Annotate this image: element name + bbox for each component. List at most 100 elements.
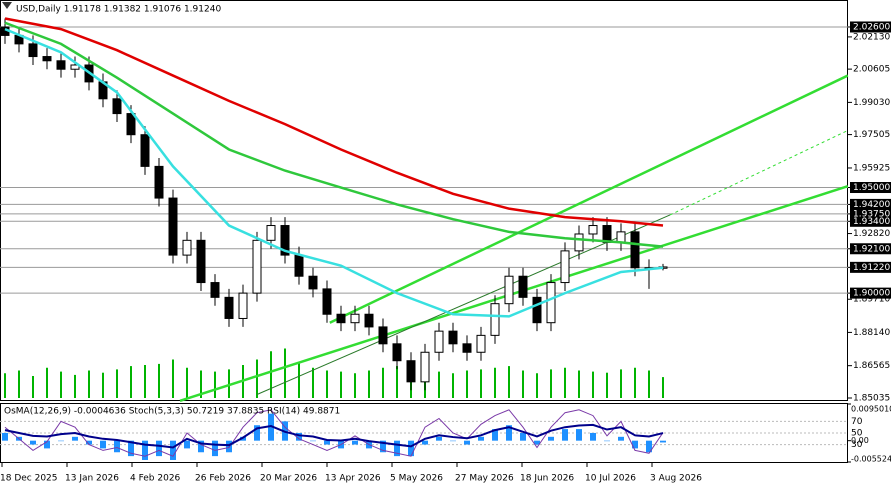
candle-body xyxy=(518,275,528,298)
osma-bar xyxy=(2,432,8,441)
osma-bar xyxy=(408,440,414,457)
y-tick-label: 2.00605 xyxy=(853,65,890,75)
volume-bar xyxy=(494,367,496,398)
osma-bar xyxy=(632,440,638,449)
y-tick-label: 1.93750 xyxy=(853,209,890,219)
candle-body xyxy=(196,239,206,284)
osma-bar xyxy=(86,440,92,445)
volume-bar xyxy=(648,370,650,398)
volume-bar xyxy=(186,367,188,398)
osma-bar xyxy=(604,440,610,442)
osma-bar xyxy=(44,440,50,449)
volume-bar xyxy=(4,373,6,398)
candle-body xyxy=(602,225,612,243)
osc-tick-label: 50 xyxy=(851,429,863,439)
candle-body xyxy=(630,231,640,269)
candle-body xyxy=(126,113,136,136)
volume-bar xyxy=(116,369,118,398)
y-tick-label: 1.97505 xyxy=(853,130,890,140)
volume-bar xyxy=(158,363,160,398)
candle-body xyxy=(252,239,262,294)
candle-body xyxy=(28,43,38,58)
y-tick-label: 1.86565 xyxy=(853,361,890,371)
osma-bar xyxy=(352,440,358,445)
price-panel xyxy=(0,0,848,401)
osc-tick-label: 70 xyxy=(851,417,863,427)
volume-bar xyxy=(354,373,356,398)
y-tick-highlight xyxy=(850,208,891,220)
candle-body xyxy=(154,165,164,199)
trend-line xyxy=(256,214,671,395)
volume-bar xyxy=(298,362,300,398)
y-tick-label: 1.95925 xyxy=(853,163,890,173)
rsi-line xyxy=(4,423,664,449)
volume-bar xyxy=(550,369,552,398)
candle-body xyxy=(364,313,374,328)
osma-bar xyxy=(464,440,470,445)
y-tick-label: 1.99030 xyxy=(853,98,890,108)
x-tick-label: 3 Aug 2026 xyxy=(650,474,702,484)
candle-body xyxy=(42,56,52,62)
stoch-line xyxy=(4,409,664,457)
oscillator-label: OsMA(12,26,9) -0.0004636 Stoch(5,3,3) 50… xyxy=(4,407,340,417)
candle-body xyxy=(238,292,248,319)
osma-bar xyxy=(520,432,526,441)
volume-bar xyxy=(312,367,314,398)
osma-bar xyxy=(422,440,428,445)
candle-body xyxy=(420,351,430,383)
y-tick-label: 1.89710 xyxy=(853,295,890,305)
x-tick-label: 20 Mar 2026 xyxy=(260,474,317,484)
volume-bar xyxy=(368,370,370,398)
volume-bar xyxy=(536,373,538,398)
candle-body xyxy=(168,197,178,256)
volume-bar xyxy=(382,367,384,398)
osma-tick-label: 0.0095010 xyxy=(851,405,891,414)
osma-bar xyxy=(394,440,400,457)
candle-body xyxy=(616,231,626,243)
osma-bar xyxy=(58,440,64,442)
osma-bar xyxy=(548,436,554,441)
y-tick-label: 1.94200 xyxy=(853,200,890,210)
y-tick-label: 1.92100 xyxy=(853,244,890,254)
y-tick-label: 2.02130 xyxy=(853,32,890,42)
volume-bar xyxy=(438,371,440,398)
y-tick-highlight xyxy=(850,198,891,210)
candle-body xyxy=(560,250,570,284)
candle-body xyxy=(182,239,192,256)
y-tick-highlight xyxy=(850,243,891,255)
osma-bar xyxy=(478,436,484,441)
chart-icon xyxy=(2,2,12,9)
y-tick-label: 1.92820 xyxy=(853,229,890,239)
volume-bar xyxy=(46,367,48,398)
osma-bar xyxy=(198,440,204,453)
osma-bar xyxy=(72,436,78,441)
y-tick-label: 1.91220 xyxy=(853,263,890,273)
candle-body xyxy=(392,343,402,362)
y-tick-label: 1.88140 xyxy=(853,328,890,338)
volume-bar xyxy=(74,374,76,398)
candle-body xyxy=(448,330,458,345)
osma-bar xyxy=(100,440,106,449)
y-tick-label: 2.02600 xyxy=(853,22,890,32)
volume-bar xyxy=(172,359,174,398)
volume-bar xyxy=(256,359,258,398)
volume-bar xyxy=(522,370,524,398)
candle-body xyxy=(434,330,444,353)
x-tick-label: 4 Feb 2026 xyxy=(130,474,181,484)
x-tick-label: 18 Jun 2026 xyxy=(520,474,574,484)
x-tick-label: 18 Dec 2025 xyxy=(0,474,58,484)
y-tick-highlight xyxy=(850,21,891,33)
osma-bar xyxy=(296,432,302,441)
x-tick-label: 5 May 2026 xyxy=(390,474,443,484)
candle-body xyxy=(476,334,486,353)
chart-title: USD,Daily 1.91178 1.91382 1.91076 1.9124… xyxy=(16,5,221,15)
osma-bar xyxy=(254,425,260,441)
candle-body xyxy=(462,343,472,353)
volume-bar xyxy=(662,377,664,398)
osma-bar xyxy=(170,440,176,460)
x-tick-label: 27 May 2026 xyxy=(455,474,514,484)
y-tick-highlight xyxy=(850,261,891,273)
osma-bar xyxy=(268,413,274,441)
osma-bar xyxy=(380,440,386,453)
volume-bar xyxy=(578,370,580,398)
